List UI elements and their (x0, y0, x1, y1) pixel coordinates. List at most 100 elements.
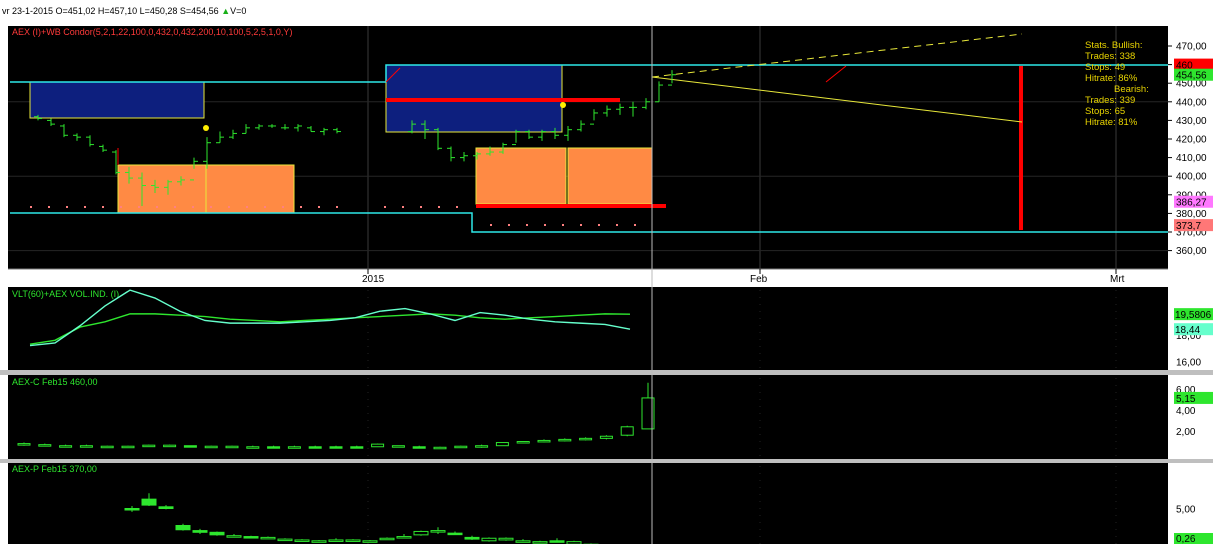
candle-body (566, 541, 582, 544)
level-dot (138, 206, 140, 208)
level-dot (490, 224, 492, 226)
candle-body (79, 445, 93, 448)
signal-dot-2[interactable] (560, 102, 566, 108)
volume-up-arrow-icon: ▲ (221, 6, 231, 16)
candle-body (413, 530, 429, 536)
price-marker-label: 460 (1176, 61, 1193, 72)
level-dot (508, 224, 510, 226)
candle-body (124, 508, 140, 511)
put-spread-box-1a[interactable] (117, 164, 207, 214)
x-axis-bg (8, 269, 1168, 286)
level-dot (264, 206, 266, 208)
candle-body (225, 445, 239, 449)
call-bars (17, 378, 1117, 457)
level-dot (246, 206, 248, 208)
y-tick-label: 440,00 (1176, 97, 1207, 108)
candle-body (464, 536, 480, 540)
level-dot (192, 206, 194, 208)
candle-body (454, 445, 468, 449)
candle-body (209, 531, 225, 536)
vlt-y-ticks: 18,00 16,00 19,5806 18,44 (1174, 308, 1213, 368)
candle-body (599, 435, 613, 439)
candle-body (17, 443, 31, 446)
quote-volume: V=0 (230, 6, 247, 16)
call-y-ticks: 6,00 4,00 2,00 5,15 (1174, 385, 1213, 438)
vlt-tick-label: 16,00 (1176, 357, 1201, 368)
level-dot (420, 206, 422, 208)
y-tick-label: 370,00 (1176, 228, 1207, 239)
level-dot (84, 206, 86, 208)
price-marker-label: 454,56 (1176, 71, 1207, 82)
vlt-marker-label: 18,44 (1175, 325, 1200, 336)
stat-line: Stops: 49 (1085, 62, 1125, 73)
candle-body (277, 538, 293, 542)
candle-body (267, 446, 281, 449)
call-panel-bg[interactable] (8, 375, 1168, 459)
candle-body (433, 446, 447, 450)
call-tick-label: 4,00 (1176, 406, 1196, 417)
level-dot (48, 206, 50, 208)
call-spread-box-1[interactable] (29, 81, 205, 119)
y-tick-label: 430,00 (1176, 116, 1207, 127)
y-tick-label: 360,00 (1176, 246, 1207, 257)
candle-body (121, 445, 135, 449)
x-label-feb: Feb (750, 274, 768, 285)
vlt-panel-bg[interactable] (8, 287, 1168, 370)
put-spread-box-2b[interactable] (567, 147, 653, 205)
level-dot (598, 224, 600, 226)
projection-upper (651, 33, 1023, 78)
panel-splitter-2[interactable] (0, 459, 1213, 463)
candle-body (59, 445, 73, 448)
level-dot (102, 206, 104, 208)
put-y-ticks: 5,00 0,26 (1174, 505, 1213, 544)
candle-body (515, 540, 531, 543)
candle-body (350, 446, 364, 449)
level-dot (318, 206, 320, 208)
candle-body (260, 536, 276, 540)
put-tick-label: 5,00 (1176, 505, 1196, 516)
candle-body (516, 441, 530, 444)
candle-body (391, 445, 405, 448)
price-marker-bg (1174, 195, 1213, 208)
put-spread-box-2a[interactable] (475, 147, 567, 205)
level-dot (336, 206, 338, 208)
put-panel-bg[interactable] (8, 463, 1168, 544)
y-tick-label: 420,00 (1176, 135, 1207, 146)
put-panel-title: AEX-P Feb15 370,00 (12, 464, 97, 474)
dotted-levels (30, 206, 636, 226)
vlt-tick-label: 18,00 (1176, 331, 1201, 342)
candle-body (396, 536, 412, 539)
vlt-panel-title: VLT(60)+AEX VOL.IND. (I) (12, 289, 119, 299)
candle-body (158, 506, 174, 509)
candle-body (192, 530, 208, 533)
level-dot (456, 206, 458, 208)
candle-body (38, 444, 52, 447)
candle-body (100, 445, 114, 449)
candle-body (142, 444, 156, 448)
level-dot (438, 206, 440, 208)
candle-body (243, 536, 259, 539)
candle-body (620, 426, 634, 436)
price-marker-bg (1174, 68, 1213, 81)
level-dot (120, 206, 122, 208)
candle-body (641, 397, 655, 430)
candle-body (287, 446, 301, 449)
candle-body (175, 525, 191, 531)
panel-splitter-1[interactable] (0, 370, 1213, 375)
main-y-ticks: 470,00460,00450,00440,00430,00420,00410,… (1168, 42, 1213, 257)
put-spread-box-1b[interactable] (205, 164, 295, 214)
call-y-axis-bg (1168, 375, 1213, 459)
candle-body (329, 446, 343, 449)
main-panel-title: AEX (I)+WB Condor(5,2,1,22,100,0,432,0,4… (12, 27, 292, 37)
candle-body (537, 439, 551, 443)
level-dot (526, 224, 528, 226)
level-dot (156, 206, 158, 208)
upper-boundary-line (10, 64, 1168, 83)
stat-line: Hitrate: 81% (1085, 117, 1138, 128)
y-tick-label: 400,00 (1176, 172, 1207, 183)
price-bars[interactable] (34, 70, 676, 206)
candle-body (532, 541, 548, 544)
signal-dot-1[interactable] (203, 125, 209, 131)
